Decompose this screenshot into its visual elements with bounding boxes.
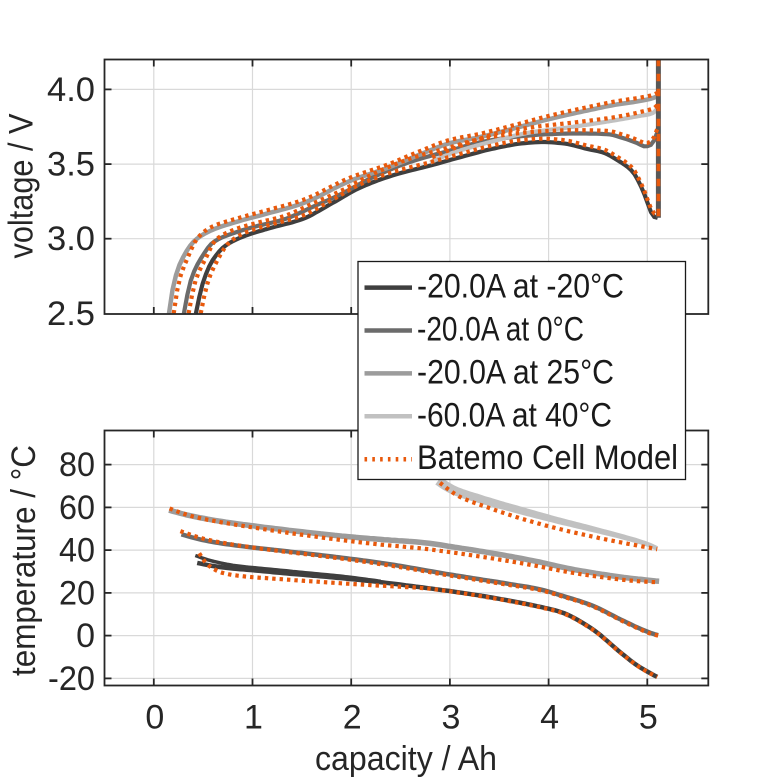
svg-text:3: 3	[441, 699, 460, 737]
svg-text:-20.0A at 25°C: -20.0A at 25°C	[417, 353, 614, 391]
svg-text:5: 5	[639, 699, 658, 737]
svg-text:-60.0A at 40°C: -60.0A at 40°C	[417, 396, 612, 434]
svg-text:40: 40	[59, 532, 95, 570]
svg-text:Batemo Cell Model: Batemo Cell Model	[417, 439, 678, 477]
svg-text:4: 4	[540, 699, 559, 737]
svg-text:3.5: 3.5	[47, 146, 95, 184]
svg-text:2.5: 2.5	[47, 295, 95, 333]
svg-text:0: 0	[76, 617, 95, 655]
svg-text:-20.0A at -20°C: -20.0A at -20°C	[417, 268, 624, 306]
svg-text:60: 60	[59, 489, 95, 527]
svg-text:4.0: 4.0	[47, 71, 95, 109]
svg-text:2: 2	[343, 699, 362, 737]
svg-text:-20.0A at 0°C: -20.0A at 0°C	[417, 311, 584, 349]
svg-text:3.0: 3.0	[47, 220, 95, 258]
svg-text:1: 1	[244, 699, 263, 737]
svg-text:0: 0	[145, 699, 164, 737]
svg-text:voltage / V: voltage / V	[3, 113, 41, 258]
svg-text:80: 80	[59, 446, 95, 484]
svg-text:capacity / Ah: capacity / Ah	[315, 740, 497, 778]
svg-text:20: 20	[59, 574, 95, 612]
svg-text:temperature / °C: temperature / °C	[5, 445, 43, 676]
svg-text:-20: -20	[48, 660, 95, 698]
